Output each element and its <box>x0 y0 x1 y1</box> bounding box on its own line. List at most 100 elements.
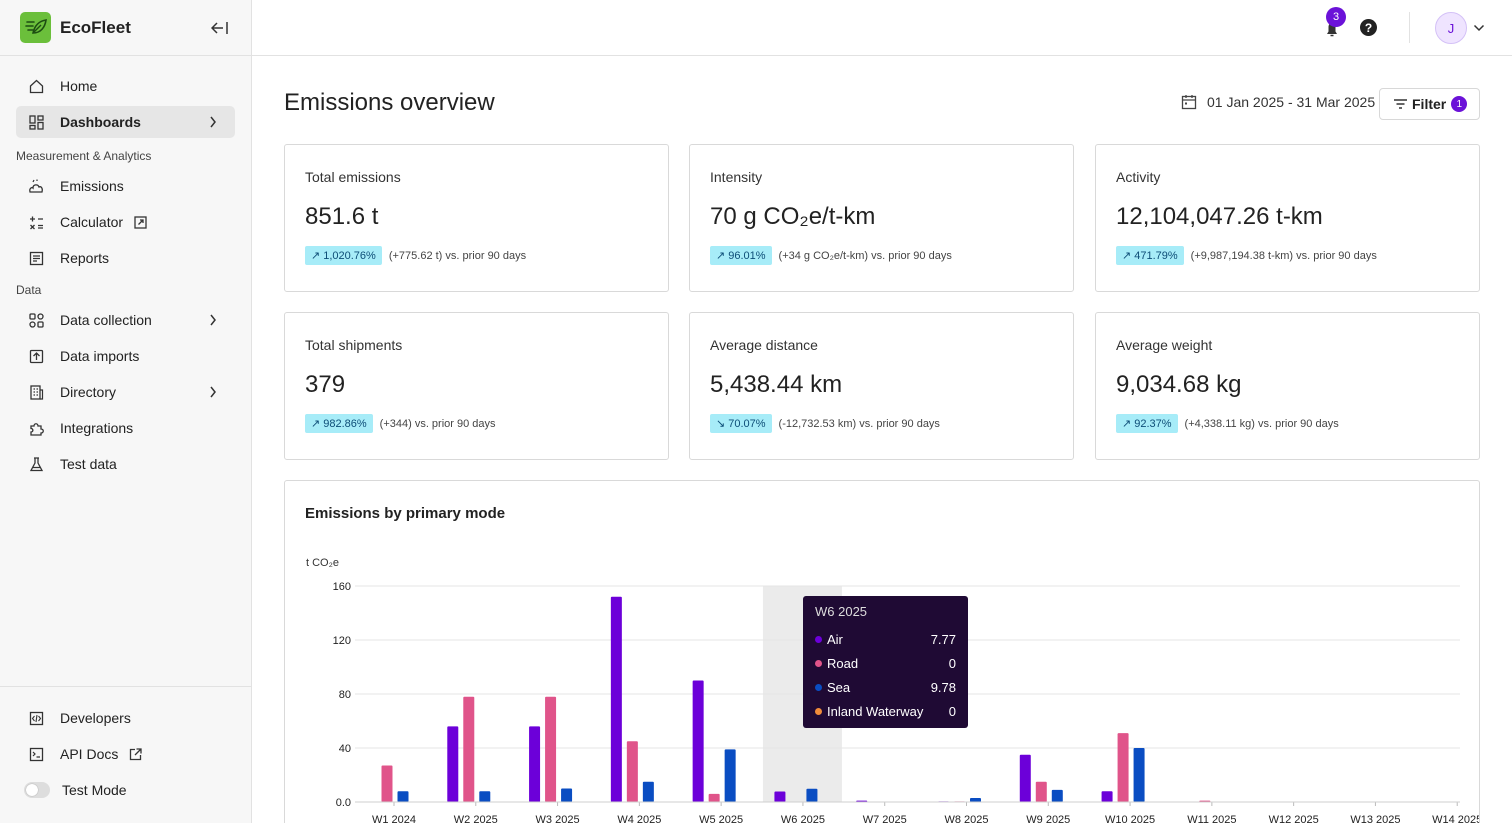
change-percent: 92.37% <box>1134 417 1172 430</box>
tooltip-series-name: Sea <box>827 679 851 695</box>
tooltip-row-road: Road 0 <box>815 651 956 675</box>
kpi-value: 5,438.44 km <box>710 371 843 398</box>
filter-label: Filter <box>1412 96 1447 112</box>
kpi-card-activity: Activity 12,104,047.26 t-km ↗ 471.79% (+9… <box>1095 144 1480 292</box>
sidebar-item-label: API Docs <box>60 746 119 762</box>
y-tick-label: 160 <box>333 581 351 593</box>
sidebar-item-label: Test data <box>60 456 117 472</box>
sidebar-item-label: Data collection <box>60 312 152 328</box>
change-pill: ↗ 471.79% <box>1116 246 1184 265</box>
kpi-footer: ↗ 92.37% (+4,338.11 kg) vs. prior 90 days <box>1116 414 1339 433</box>
ecofleet-logo-icon[interactable] <box>20 12 51 43</box>
bar-air-9 <box>1101 791 1113 802</box>
kpi-title: Total shipments <box>305 337 403 353</box>
test-mode-toggle-row[interactable]: Test Mode <box>16 774 235 806</box>
x-tick-label: W7 2025 <box>863 814 907 823</box>
sidebar-item-label: Integrations <box>60 420 134 436</box>
test-mode-label: Test Mode <box>62 782 127 798</box>
change-detail: (+344) vs. prior 90 days <box>379 417 496 430</box>
sidebar-item-emissions[interactable]: Emissions <box>16 170 235 202</box>
kpi-footer: ↗ 96.01% (+34 g CO₂e/t-km) vs. prior 90 d… <box>710 246 952 265</box>
sidebar-item-dashboards[interactable]: Dashboards <box>16 106 235 138</box>
test-mode-toggle[interactable] <box>24 782 50 798</box>
help-icon[interactable]: ? <box>1360 19 1377 36</box>
developers-icon <box>28 710 44 726</box>
sidebar-item-developers[interactable]: Developers <box>16 702 235 734</box>
kpi-value: 12,104,047.26 t-km <box>1116 203 1323 230</box>
bar-air-1 <box>447 726 459 802</box>
bar-air-3 <box>610 596 622 802</box>
x-tick-label: W10 2025 <box>1105 814 1155 823</box>
y-tick-label: 120 <box>333 635 351 647</box>
y-axis-label: t CO₂e <box>306 557 339 569</box>
x-tick-label: W9 2025 <box>1026 814 1070 823</box>
change-detail: (+4,338.11 kg) vs. prior 90 days <box>1184 417 1339 430</box>
top-bar: 3 ? J <box>252 0 1512 56</box>
kpi-footer: ↗ 1,020.76% (+775.62 t) vs. prior 90 days <box>305 246 526 265</box>
arrow-down-right-icon: ↘ <box>716 418 726 430</box>
kpi-value: 379 <box>305 371 346 398</box>
topbar-divider <box>1409 12 1410 43</box>
kpi-title: Activity <box>1116 169 1161 185</box>
reports-icon <box>28 250 44 266</box>
x-tick-label: W6 2025 <box>781 814 825 823</box>
change-detail: (-12,732.53 km) vs. prior 90 days <box>778 417 940 430</box>
sidebar-item-reports[interactable]: Reports <box>16 242 235 274</box>
sidebar: EcoFleet Home Dashboards Measurement & A… <box>0 0 252 823</box>
x-tick-label: W14 2025 <box>1432 814 1480 823</box>
filter-button[interactable]: Filter 1 <box>1379 88 1480 120</box>
change-detail: (+9,987,194.38 t-km) vs. prior 90 days <box>1190 249 1377 262</box>
bar-road-1 <box>463 696 475 802</box>
sidebar-item-home[interactable]: Home <box>16 70 235 102</box>
kpi-footer: ↘ 70.07% (-12,732.53 km) vs. prior 90 day… <box>710 414 940 433</box>
user-avatar[interactable]: J <box>1435 12 1467 44</box>
bar-road-9 <box>1117 733 1129 802</box>
notification-count-badge: 3 <box>1326 7 1346 27</box>
y-tick-label: 0.0 <box>336 797 351 809</box>
external-link-icon <box>128 747 142 761</box>
kpi-title: Average weight <box>1116 337 1213 353</box>
kpi-card-total-emissions: Total emissions 851.6 t ↗ 1,020.76% (+775… <box>284 144 669 292</box>
chart-title: Emissions by primary mode <box>305 505 506 522</box>
chart-tooltip: W6 2025 Air 7.77 Road 0 Sea 9.78 Inland … <box>803 596 968 728</box>
sidebar-bottom: Developers API Docs Test Mode <box>0 686 251 823</box>
date-range-text: 01 Jan 2025 - 31 Mar 2025 <box>1207 94 1376 110</box>
sidebar-item-api-docs[interactable]: API Docs <box>16 738 235 770</box>
home-icon <box>28 78 44 94</box>
emissions-icon <box>28 178 44 194</box>
sidebar-item-label: Emissions <box>60 178 124 194</box>
bar-sea-7 <box>970 797 981 802</box>
arrow-up-right-icon: ↗ <box>311 250 321 262</box>
sidebar-item-label: Dashboards <box>60 114 141 130</box>
test-data-icon <box>28 456 44 472</box>
change-pill: ↗ 92.37% <box>1116 414 1178 433</box>
sidebar-item-label: Home <box>60 78 98 94</box>
sidebar-item-calculator[interactable]: Calculator <box>16 206 235 238</box>
chevron-down-icon[interactable] <box>1471 20 1487 36</box>
sidebar-item-data-collection[interactable]: Data collection <box>16 304 235 336</box>
legend-dot <box>815 659 822 667</box>
bar-sea-9 <box>1133 748 1145 802</box>
brand-header: EcoFleet <box>0 0 251 56</box>
bar-road-0 <box>381 765 393 802</box>
chevron-right-icon <box>205 384 221 400</box>
sidebar-item-integrations[interactable]: Integrations <box>16 412 235 444</box>
sidebar-item-directory[interactable]: Directory <box>16 376 235 408</box>
emissions-by-mode-chart-card: Emissions by primary mode t CO₂e 0.0 40 80 1… <box>284 480 1480 823</box>
kpi-value: 851.6 t <box>305 203 379 230</box>
external-link-icon <box>133 215 147 229</box>
kpi-card-average-weight: Average weight 9,034.68 kg ↗ 92.37% (+4,3… <box>1095 312 1480 460</box>
api-docs-icon <box>28 746 44 762</box>
collapse-sidebar-icon[interactable] <box>209 17 231 39</box>
bar-sea-0 <box>397 791 409 802</box>
sidebar-item-label: Reports <box>60 250 110 266</box>
change-percent: 982.86% <box>323 417 367 430</box>
change-percent: 96.01% <box>728 249 766 262</box>
kpi-value: 9,034.68 kg <box>1116 371 1242 398</box>
sidebar-item-data-imports[interactable]: Data imports <box>16 340 235 372</box>
sidebar-item-test-data[interactable]: Test data <box>16 448 235 480</box>
date-range-picker[interactable]: 01 Jan 2025 - 31 Mar 2025 <box>1181 94 1375 110</box>
data-imports-icon <box>28 348 44 364</box>
sidebar-nav: Home Dashboards Measurement & Analytics … <box>0 56 251 480</box>
app-name: EcoFleet <box>60 17 131 37</box>
